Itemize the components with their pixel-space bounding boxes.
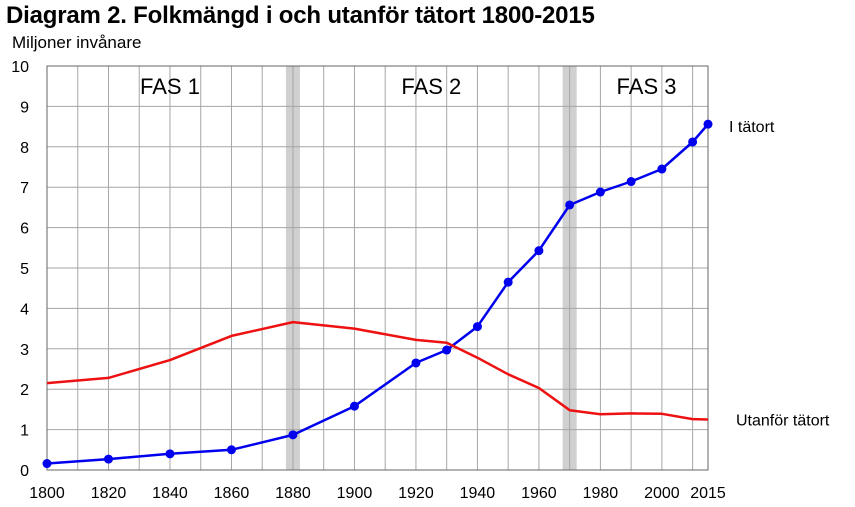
phase-labels: FAS 1 FAS 2 FAS 3: [140, 74, 676, 99]
data-point: [442, 345, 452, 355]
grid: [46, 65, 708, 471]
phase-label: FAS 2: [401, 74, 461, 99]
data-point: [626, 177, 636, 187]
x-tick-label: 2015: [690, 485, 726, 502]
y-tick-label: 8: [20, 140, 29, 157]
data-point: [595, 187, 605, 197]
data-point: [657, 164, 667, 174]
data-point: [349, 401, 359, 411]
x-tick-label: 1840: [152, 485, 188, 502]
data-point: [565, 200, 575, 210]
y-tick-label: 4: [20, 301, 29, 318]
series-label: Utanför tätort: [736, 413, 830, 430]
y-tick-label: 5: [20, 261, 29, 278]
y-tick-label: 2: [20, 382, 29, 399]
series-labels: I tätort Utanför tätort: [729, 119, 830, 429]
data-point: [288, 430, 298, 440]
data-point: [226, 445, 236, 455]
y-axis-label: Miljoner invånare: [12, 33, 142, 52]
y-tick-label: 9: [20, 99, 29, 116]
y-tick-label: 3: [20, 342, 29, 359]
x-tick-label: 1900: [337, 485, 373, 502]
x-tick-label: 1820: [91, 485, 127, 502]
data-point: [472, 322, 482, 332]
x-tick-label: 1860: [214, 485, 250, 502]
series-line: [46, 320, 709, 421]
x-tick-label: 1980: [583, 485, 619, 502]
data-point: [534, 246, 544, 256]
axes: 0 1 2 3 4 5 6 7 8 9 10 1800 1820 1840 1860 1880 1900 1920…: [11, 59, 726, 502]
x-tick-label: 1880: [275, 485, 311, 502]
y-tick-label: 6: [20, 221, 29, 238]
y-tick-label: 0: [20, 463, 29, 480]
phase-label: FAS 1: [140, 74, 200, 99]
x-tick-label: 1960: [521, 485, 557, 502]
series: [42, 119, 713, 469]
data-point: [503, 277, 513, 287]
x-tick-label: 2000: [644, 485, 680, 502]
data-point: [688, 137, 698, 147]
data-point: [411, 358, 421, 368]
x-tick-label: 1940: [460, 485, 496, 502]
series-label: I tätort: [729, 119, 775, 136]
phase-label: FAS 3: [617, 74, 677, 99]
data-point: [165, 449, 175, 459]
series-line: [46, 123, 709, 465]
y-tick-label: 1: [20, 423, 29, 440]
chart-title: Diagram 2. Folkmängd i och utanför tätor…: [6, 2, 595, 29]
y-tick-label: 10: [11, 59, 29, 76]
data-point: [103, 454, 113, 464]
plot-frame: [46, 65, 709, 471]
x-tick-label: 1800: [29, 485, 65, 502]
x-tick-label: 1920: [398, 485, 434, 502]
data-point: [703, 119, 713, 129]
data-point: [42, 459, 52, 469]
y-tick-label: 7: [20, 180, 29, 197]
